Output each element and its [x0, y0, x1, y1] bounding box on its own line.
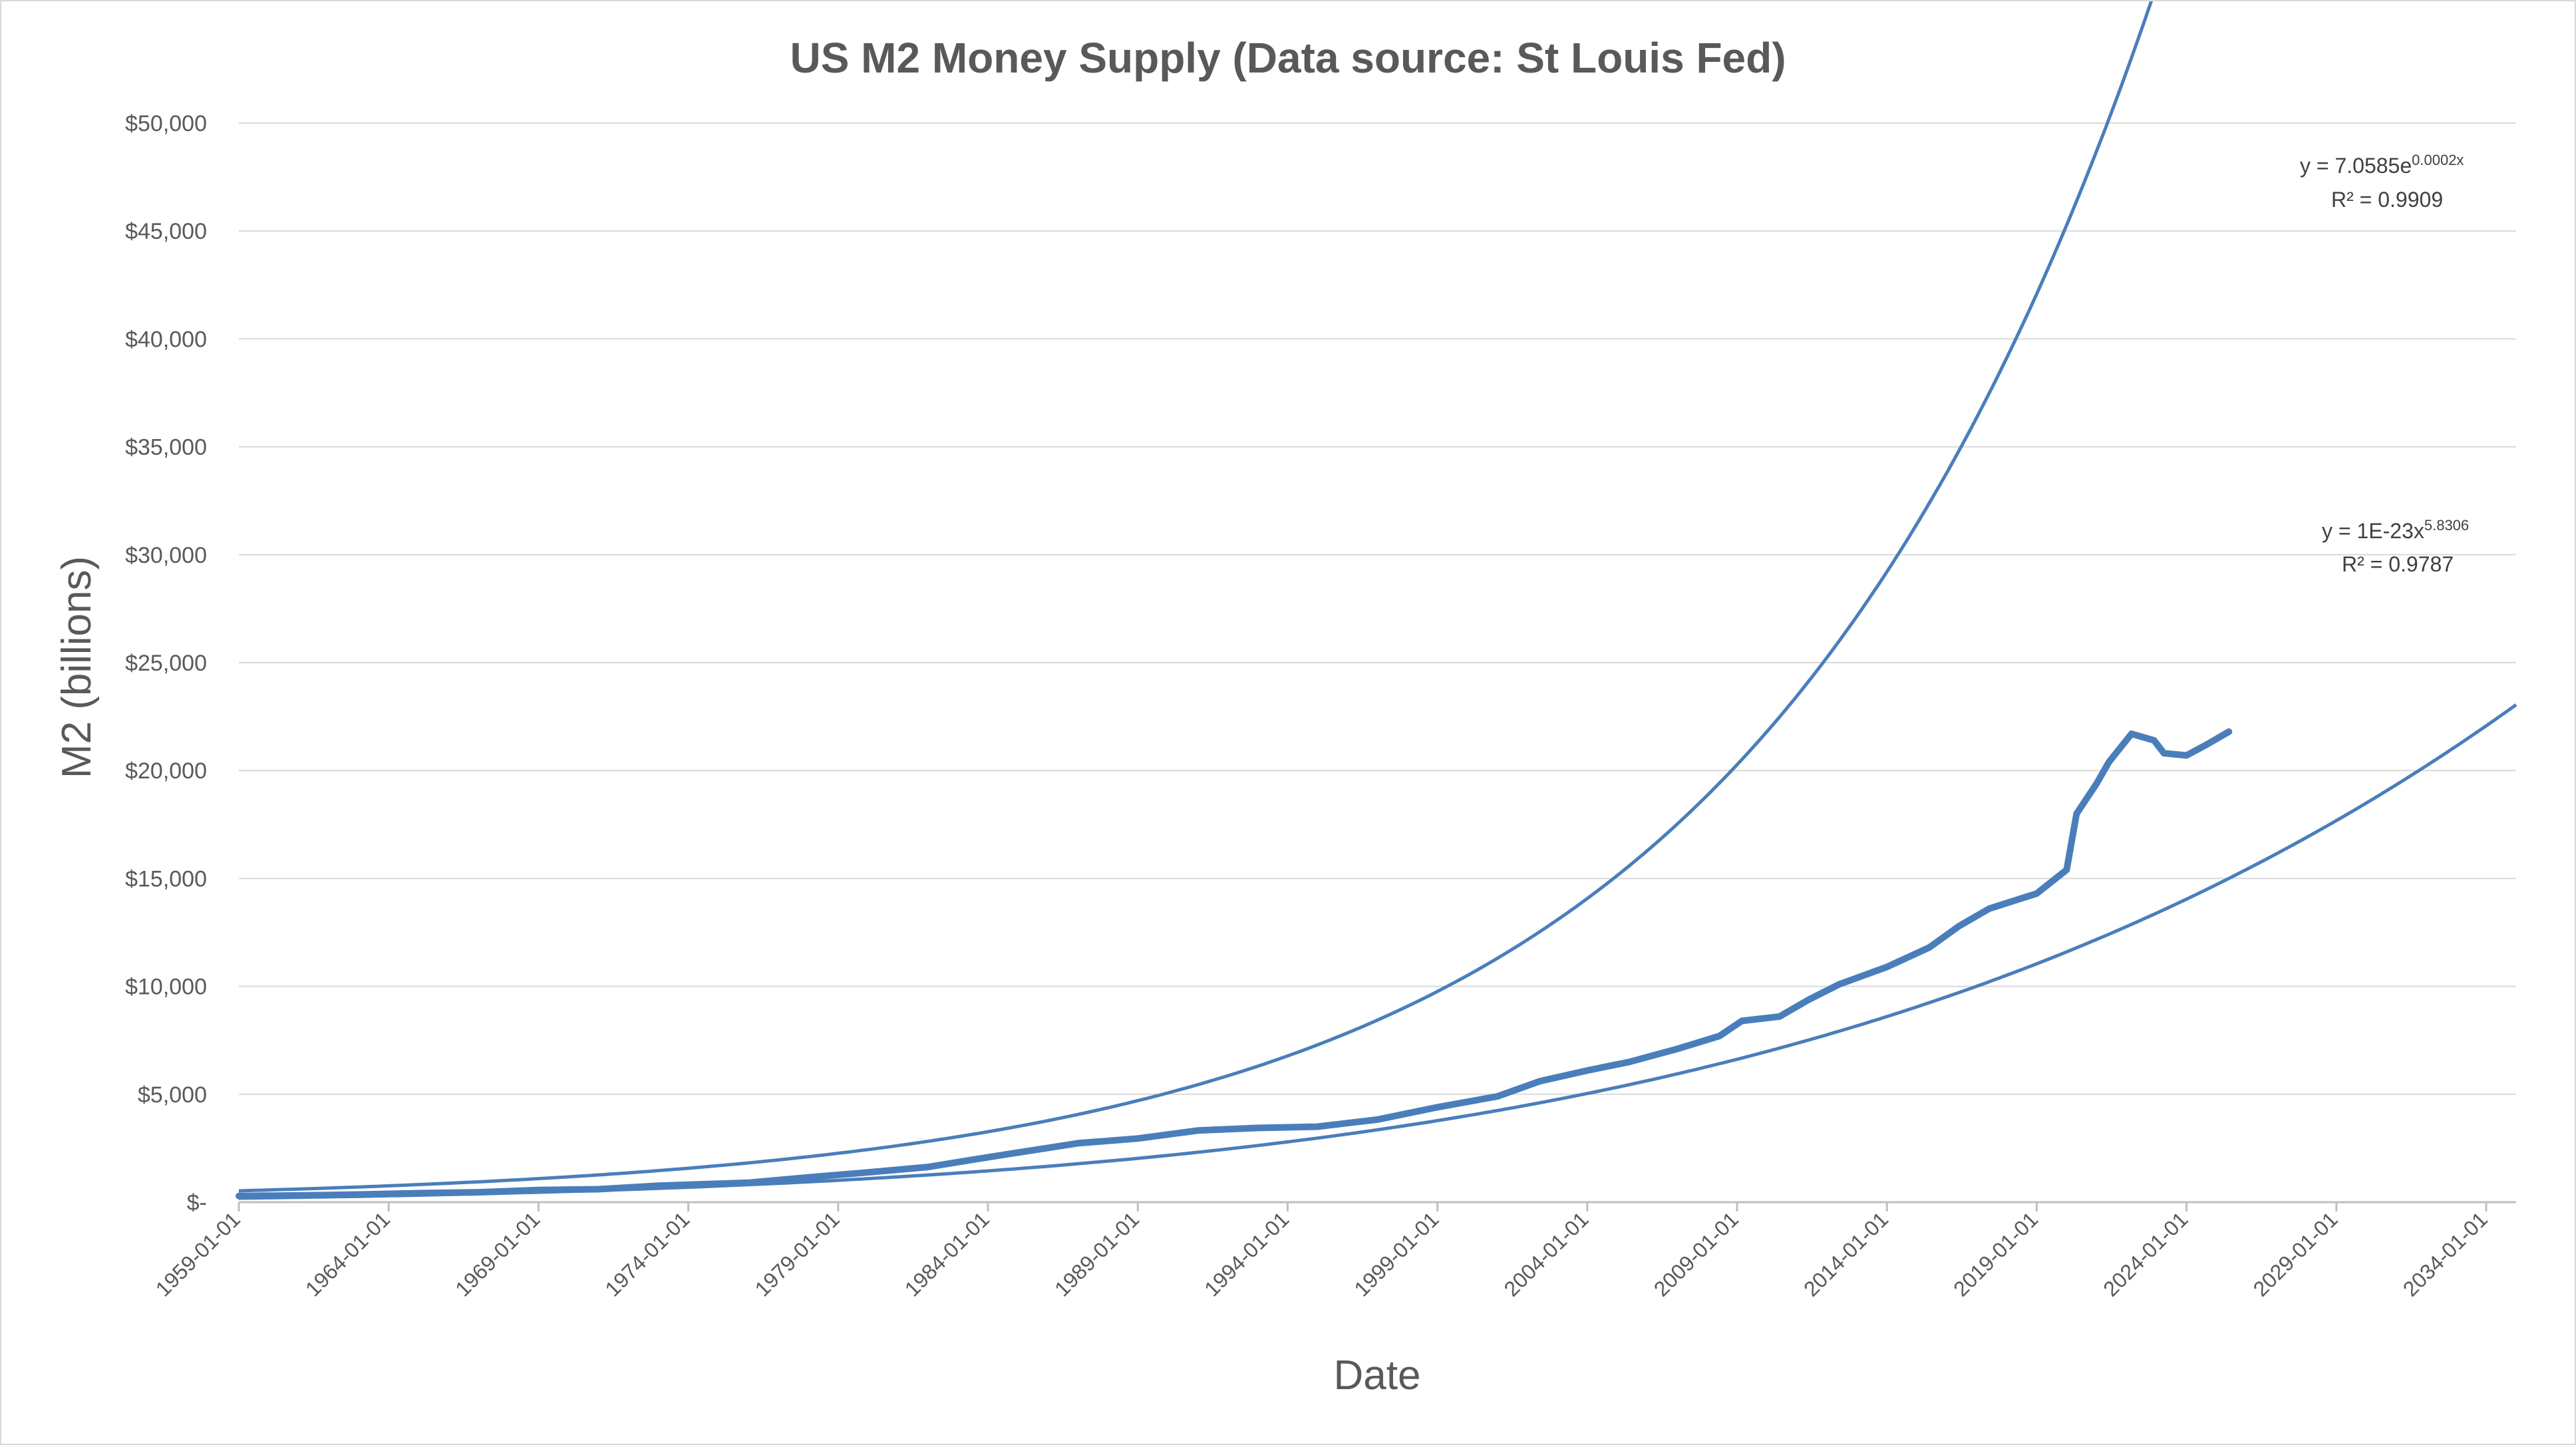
y-tick-label: $20,000 — [125, 758, 207, 784]
series — [236, 728, 2233, 1200]
x-tick-labels: 1959-01-01 1964-01-01 1969-01-01 1974-01-01… — [151, 1207, 2492, 1301]
x-tick-label: 1979-01-01 — [750, 1207, 844, 1301]
trendline-power — [238, 703, 2517, 1200]
gridlines — [239, 122, 2516, 1095]
y-tick-labels: $- $5,000 $10,000 $15,000 $20,000 $25,000 $30,… — [125, 111, 207, 1215]
trendline-equation-power: y = 1E-23x5.8306 — [2322, 517, 2469, 543]
x-tick-label: 2024-01-01 — [2098, 1207, 2192, 1301]
trendline-label-power: y = 1E-23x5.8306 R² = 0.9787 — [2322, 517, 2469, 576]
x-tick-label: 1974-01-01 — [600, 1207, 694, 1301]
chart-title: US M2 Money Supply (Data source: St Loui… — [790, 34, 1786, 82]
y-tick-label: $50,000 — [125, 111, 207, 136]
y-tick-label: $40,000 — [125, 327, 207, 352]
y-tick-label: $25,000 — [125, 651, 207, 676]
x-tick-label: 2034-01-01 — [2398, 1207, 2492, 1301]
y-tick-label: $5,000 — [138, 1082, 207, 1108]
y-tick-label: $10,000 — [125, 975, 207, 1000]
y-tick-label: $35,000 — [125, 435, 207, 460]
x-tick-label: 1959-01-01 — [151, 1207, 245, 1301]
y-tick-label: $30,000 — [125, 543, 207, 568]
trendline-r2-power: R² = 0.9787 — [2342, 552, 2454, 576]
x-tick-label: 1964-01-01 — [301, 1207, 395, 1301]
x-tick-label: 2029-01-01 — [2249, 1207, 2342, 1301]
y-axis-title: M2 (billions) — [54, 556, 100, 778]
y-tick-label: $- — [187, 1190, 207, 1215]
x-tick-label: 1984-01-01 — [900, 1207, 994, 1301]
x-tick-label: 2004-01-01 — [1499, 1207, 1593, 1301]
series-line — [236, 728, 2233, 1200]
x-axis-title: Date — [1334, 1353, 1421, 1398]
x-tick-label: 1994-01-01 — [1200, 1207, 1293, 1301]
trendline-exponential — [238, 1, 2154, 1193]
x-tick-label: 1999-01-01 — [1349, 1207, 1443, 1301]
trendlines — [238, 1, 2517, 1200]
x-axis — [238, 1201, 2516, 1211]
trendline-equation-exponential: y = 7.0585e0.0002x — [2300, 152, 2464, 178]
x-tick-label: 2009-01-01 — [1649, 1207, 1743, 1301]
x-tick-label: 1989-01-01 — [1050, 1207, 1144, 1301]
x-tick-label: 1969-01-01 — [450, 1207, 544, 1301]
x-tick-label: 2014-01-01 — [1799, 1207, 1893, 1301]
x-tick-label: 2019-01-01 — [1949, 1207, 2042, 1301]
trendline-label-exponential: y = 7.0585e0.0002x R² = 0.9909 — [2300, 152, 2464, 212]
trendline-r2-exponential: R² = 0.9909 — [2331, 188, 2443, 212]
y-tick-label: $15,000 — [125, 866, 207, 891]
y-tick-label: $45,000 — [125, 219, 207, 244]
